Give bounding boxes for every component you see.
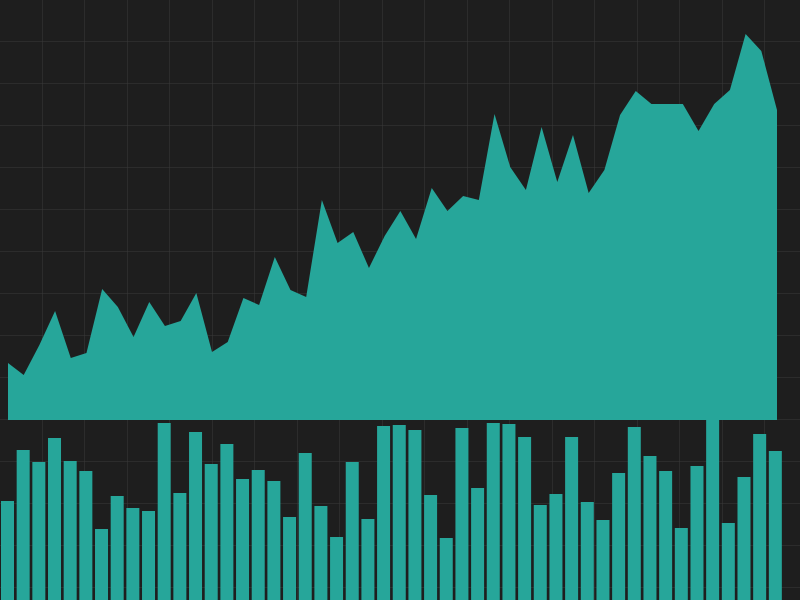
bar xyxy=(377,426,391,600)
bar xyxy=(549,494,563,600)
bar xyxy=(596,520,610,600)
bar xyxy=(674,528,688,600)
bar xyxy=(63,461,77,600)
bar xyxy=(345,462,359,600)
bar xyxy=(157,423,171,600)
bar xyxy=(16,450,30,600)
bar xyxy=(48,438,62,600)
bar xyxy=(220,444,234,600)
bar xyxy=(627,427,641,600)
bar xyxy=(580,502,594,600)
bar xyxy=(690,466,704,600)
bar xyxy=(392,425,406,600)
bar xyxy=(142,511,156,600)
bar xyxy=(565,437,579,600)
bar xyxy=(471,488,485,600)
bar xyxy=(455,428,469,600)
bar xyxy=(643,456,657,600)
bar xyxy=(298,453,312,600)
bar xyxy=(721,523,735,600)
bar xyxy=(110,496,124,600)
bar xyxy=(424,495,438,600)
bar xyxy=(439,538,453,600)
bar xyxy=(408,430,422,600)
bar xyxy=(502,424,516,600)
bar xyxy=(659,471,673,600)
bar xyxy=(236,479,250,600)
bar xyxy=(1,501,14,600)
bar xyxy=(706,420,720,600)
bar xyxy=(361,519,375,600)
bar xyxy=(533,505,547,600)
bar xyxy=(330,537,344,600)
bar xyxy=(612,473,626,600)
bar xyxy=(486,423,500,600)
bar xyxy=(32,462,46,600)
bar xyxy=(753,434,767,600)
bar xyxy=(79,471,93,600)
bar xyxy=(737,477,751,600)
area xyxy=(8,34,777,420)
bar xyxy=(768,451,782,600)
bar xyxy=(283,517,297,600)
bar xyxy=(204,464,218,600)
bar xyxy=(518,437,532,600)
bar xyxy=(95,529,109,600)
bar xyxy=(251,470,265,600)
bar xyxy=(189,432,203,600)
bar xyxy=(314,506,328,600)
bar xyxy=(126,508,140,600)
bar xyxy=(267,481,281,600)
bar xyxy=(173,493,187,600)
